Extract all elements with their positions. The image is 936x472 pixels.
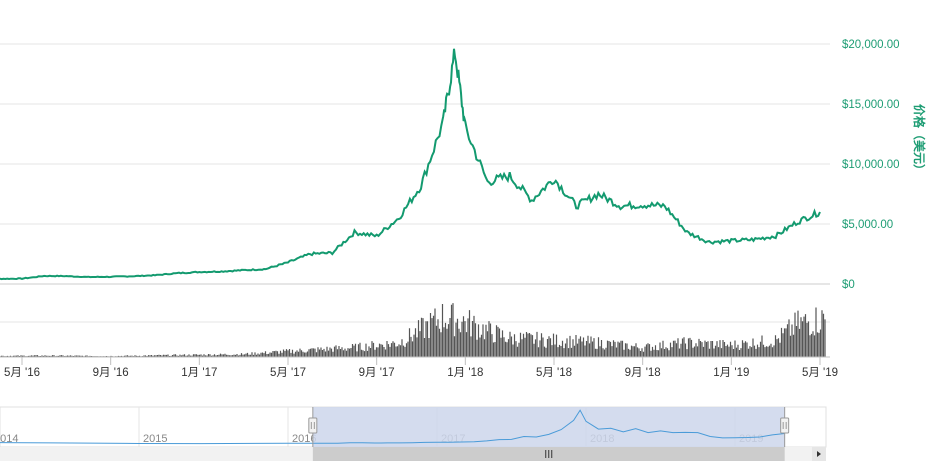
navigator-tick-label: 2014 [0, 433, 18, 445]
navigator-tick-label: 2016 [292, 433, 316, 445]
y-tick-label: $20,000.00 [842, 39, 900, 51]
price-series-line[interactable] [0, 48, 821, 281]
x-tick-label: 5月 '19 [802, 367, 838, 379]
volume-bars [0, 303, 830, 357]
x-tick-label: 5月 '16 [4, 367, 40, 379]
x-tick-label: 9月 '17 [359, 367, 395, 379]
navigator-series-line [0, 409, 785, 445]
scrollbar-thumb[interactable] [312, 447, 785, 461]
y-axis-ticks: $20,000.00 $15,000.00 $10,000.00 $5,000.00 $… [842, 39, 900, 291]
x-axis-ticks: 5月 '16 9月 '16 1月 '17 5月 '17 9月 '17 1月 '18 5月 '… [4, 357, 838, 379]
navigator-selection-mask[interactable] [312, 407, 785, 447]
y-tick-label: $15,000.00 [842, 99, 900, 111]
x-tick-label: 5月 '18 [536, 367, 572, 379]
y-tick-label: $5,000.00 [842, 219, 893, 231]
x-tick-label: 1月 '18 [447, 367, 483, 379]
y-gridlines [0, 43, 830, 285]
x-tick-label: 1月 '19 [713, 367, 749, 379]
x-tick-label: 9月 '16 [93, 367, 129, 379]
navigator[interactable]: 201420152016201720182019 [0, 406, 827, 461]
y-tick-label: $0 [842, 279, 855, 291]
navigator-right-handle[interactable] [780, 407, 790, 447]
y-axis-label: 价格（美元） [912, 104, 927, 176]
navigator-left-handle[interactable] [308, 407, 318, 447]
x-tick-label: 1月 '17 [181, 367, 217, 379]
volume-bar [0, 303, 826, 357]
y-tick-label: $10,000.00 [842, 159, 900, 171]
x-tick-label: 9月 '18 [625, 367, 661, 379]
scrollbar-right-arrow-icon[interactable] [812, 447, 826, 461]
navigator-tick-label: 2015 [143, 433, 167, 445]
x-tick-label: 5月 '17 [270, 367, 306, 379]
